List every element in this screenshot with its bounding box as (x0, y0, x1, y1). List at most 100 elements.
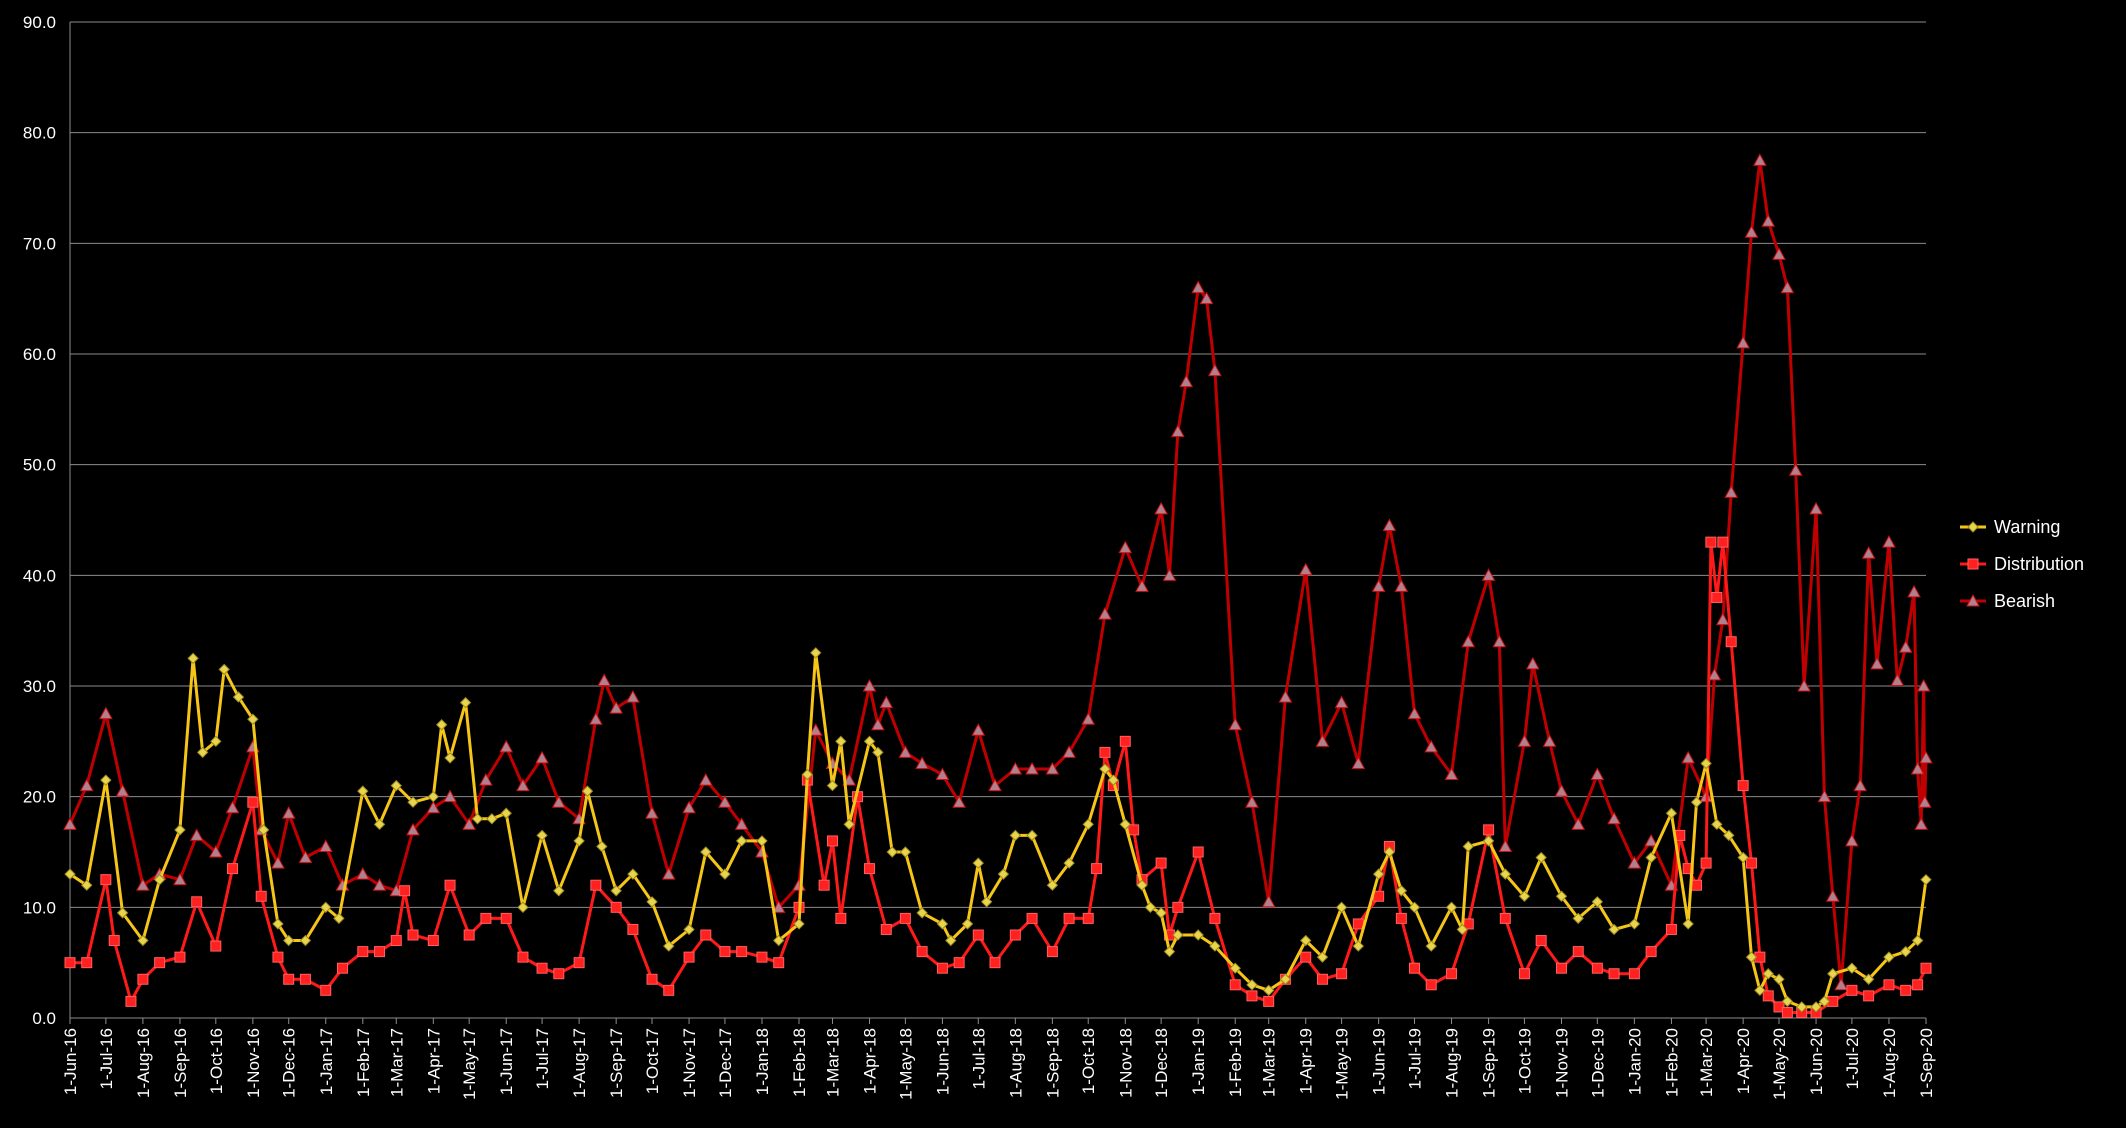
data-point-bearish (1917, 795, 1932, 808)
data-point-warning (1026, 829, 1038, 842)
data-point-warning (627, 868, 639, 880)
data-point-distribution (1628, 968, 1640, 980)
data-point-warning (872, 746, 884, 759)
data-point-bearish (1334, 695, 1349, 709)
data-point-warning (663, 940, 675, 952)
data-point-warning (735, 835, 748, 847)
data-point-distribution (374, 946, 386, 958)
data-point-distribution (573, 957, 585, 969)
y-tick-label: 90.0 (23, 13, 56, 32)
data-point-warning (1700, 757, 1712, 770)
data-point-warning (1425, 940, 1437, 952)
data-point-distribution (1900, 984, 1912, 996)
data-point-distribution (1446, 968, 1458, 980)
data-point-warning (1172, 929, 1184, 941)
data-point-bearish (1492, 634, 1507, 648)
data-point-distribution (407, 929, 419, 941)
data-point-warning (1754, 984, 1766, 997)
data-point-bearish (771, 900, 786, 913)
data-point-distribution (1518, 968, 1530, 980)
data-point-warning (1229, 962, 1241, 974)
data-point-bearish (1907, 584, 1921, 598)
data-point-distribution (590, 879, 602, 891)
data-point-warning (1209, 940, 1221, 952)
data-point-warning (772, 934, 785, 947)
data-point-distribution (936, 962, 948, 974)
data-point-warning (1456, 923, 1469, 936)
data-point-bearish (1461, 634, 1476, 648)
data-point-bearish (1298, 562, 1313, 576)
x-tick-label: 1-Mar-20 (1697, 1028, 1716, 1097)
data-point-distribution (899, 912, 911, 924)
data-point-bearish (1916, 678, 1931, 692)
data-point-distribution (108, 935, 120, 947)
data-point-warning (1155, 907, 1167, 919)
data-point-distribution (880, 923, 892, 935)
data-point-distribution (1781, 1006, 1793, 1018)
data-point-warning (1555, 890, 1568, 902)
data-point-warning (1063, 857, 1075, 869)
data-point-bearish (1910, 761, 1925, 775)
data-point-distribution (320, 984, 332, 996)
data-point-bearish (1162, 568, 1177, 581)
y-tick-label: 60.0 (23, 345, 56, 364)
data-point-distribution (1009, 929, 1021, 941)
data-point-warning (282, 934, 295, 947)
data-point-warning (1518, 890, 1531, 902)
x-tick-label: 1-Sep-18 (1043, 1028, 1062, 1098)
x-tick-label: 1-Jun-20 (1807, 1028, 1826, 1095)
data-point-distribution (1099, 746, 1111, 758)
data-point-warning (435, 719, 448, 731)
data-point-distribution (553, 968, 565, 980)
data-point-distribution (1063, 912, 1075, 924)
data-point-bearish (1171, 424, 1185, 437)
data-point-distribution (444, 879, 456, 891)
data-point-distribution (154, 957, 166, 969)
data-point-warning (1082, 818, 1094, 831)
data-point-warning (444, 752, 456, 764)
data-point-distribution (627, 923, 639, 935)
data-point-bearish (406, 822, 420, 836)
data-point-warning (196, 746, 209, 759)
data-point-warning (1107, 774, 1120, 786)
x-tick-label: 1-Mar-18 (823, 1028, 842, 1097)
data-point-warning (1810, 1001, 1822, 1013)
data-point-distribution (1717, 536, 1729, 548)
y-tick-label: 40.0 (23, 566, 56, 585)
data-point-bearish (1382, 518, 1397, 532)
data-point-warning (1737, 851, 1749, 864)
data-point-distribution (174, 951, 186, 963)
data-point-bearish (1179, 374, 1194, 388)
data-point-warning (218, 663, 230, 676)
data-point-bearish (1861, 546, 1876, 559)
data-point-bearish (499, 739, 514, 753)
x-tick-label: 1-Jul-20 (1843, 1028, 1862, 1089)
data-point-warning (553, 885, 565, 897)
data-point-bearish (1966, 593, 1980, 607)
data-point-warning (299, 934, 312, 947)
data-point-warning (1690, 796, 1703, 808)
data-point-bearish (1498, 839, 1513, 852)
data-point-distribution (517, 951, 529, 963)
x-tick-label: 1-Jan-20 (1625, 1028, 1644, 1095)
data-point-warning (1796, 1001, 1808, 1013)
data-point-bearish (1571, 817, 1586, 830)
data-point-bearish (136, 878, 150, 891)
data-point-warning (980, 896, 993, 908)
y-tick-label: 50.0 (23, 456, 56, 475)
data-point-bearish (1371, 579, 1386, 592)
data-point-bearish (1834, 977, 1848, 991)
data-point-warning (272, 918, 284, 930)
gridlines (70, 21, 1926, 908)
x-tick-label: 1-Jan-18 (753, 1028, 772, 1095)
data-point-bearish (1278, 690, 1293, 703)
data-point-bearish (189, 828, 204, 841)
data-point-distribution (1691, 879, 1703, 891)
data-point-distribution (1128, 824, 1140, 836)
data-point-distribution (756, 951, 768, 963)
data-point-distribution (1920, 962, 1932, 974)
data-point-bearish (1914, 817, 1929, 830)
data-point-warning (1591, 896, 1604, 908)
x-tick-label: 1-Sep-17 (607, 1028, 626, 1098)
